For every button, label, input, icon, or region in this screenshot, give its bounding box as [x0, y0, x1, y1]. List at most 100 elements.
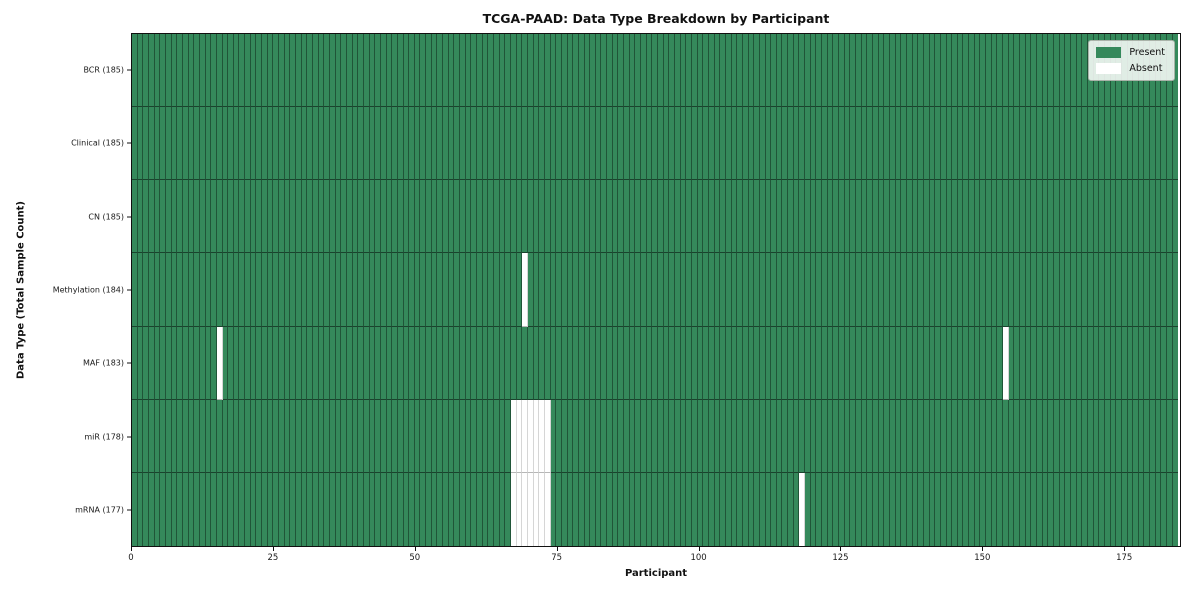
- heatmap-cell: [895, 253, 902, 327]
- heatmap-cell: [165, 180, 172, 254]
- heatmap-cell: [443, 399, 449, 473]
- heatmap-cell: [148, 472, 155, 546]
- heatmap-cell: [1087, 472, 1094, 546]
- heatmap-cell: [499, 326, 506, 400]
- heatmap-cell: [833, 253, 840, 327]
- heatmap-cell: [1053, 326, 1060, 400]
- heatmap-cell: [313, 34, 319, 108]
- heatmap-cell: [1031, 326, 1037, 400]
- heatmap-cell: [567, 326, 574, 400]
- heatmap-cell: [1076, 399, 1083, 473]
- heatmap-cell: [624, 253, 630, 327]
- heatmap-cell: [658, 253, 664, 327]
- heatmap-cell: [839, 253, 845, 327]
- heatmap-cell: [714, 180, 721, 254]
- heatmap-cell: [1172, 180, 1179, 254]
- heatmap-cell: [148, 253, 155, 327]
- heatmap-cell: [1070, 107, 1077, 181]
- heatmap-cell: [341, 107, 347, 181]
- heatmap-cell: [986, 326, 992, 400]
- heatmap-cell: [980, 326, 987, 400]
- heatmap-cell: [872, 472, 879, 546]
- heatmap-cell: [918, 253, 924, 327]
- heatmap-cell: [952, 326, 958, 400]
- heatmap-cell: [250, 107, 257, 181]
- heatmap-cell: [301, 326, 308, 400]
- heatmap-cell: [578, 253, 585, 327]
- heatmap-cell: [1150, 253, 1156, 327]
- heatmap-cell: [245, 34, 251, 108]
- heatmap-cell: [810, 253, 817, 327]
- heatmap-cell: [878, 326, 885, 400]
- heatmap-cell: [929, 326, 936, 400]
- heatmap-cell: [1087, 326, 1094, 400]
- heatmap-cell: [165, 253, 172, 327]
- heatmap-cell: [160, 180, 166, 254]
- heatmap-cell: [652, 399, 659, 473]
- heatmap-cell: [132, 180, 138, 254]
- heatmap-cell: [856, 326, 862, 400]
- heatmap-cell: [409, 107, 415, 181]
- heatmap-cell: [607, 472, 613, 546]
- heatmap-cell: [250, 399, 257, 473]
- heatmap-cell: [697, 34, 704, 108]
- heatmap-cell: [137, 107, 144, 181]
- heatmap-cell: [216, 34, 223, 108]
- heatmap-cell: [199, 180, 206, 254]
- heatmap-cell: [997, 180, 1004, 254]
- heatmap-cell: [703, 34, 709, 108]
- heatmap-cell: [641, 107, 647, 181]
- heatmap-cell: [1138, 107, 1145, 181]
- heatmap-cell: [578, 34, 585, 108]
- heatmap-cell: [1099, 399, 1105, 473]
- heatmap-cell: [267, 399, 274, 473]
- heatmap-cell: [748, 326, 755, 400]
- heatmap-cell: [658, 180, 664, 254]
- heatmap-cell: [397, 253, 404, 327]
- heatmap-cell: [1133, 326, 1139, 400]
- heatmap-cell: [1093, 399, 1100, 473]
- heatmap-cell: [748, 472, 755, 546]
- heatmap-cell: [884, 326, 890, 400]
- heatmap-cell: [952, 472, 958, 546]
- heatmap-cell: [720, 253, 726, 327]
- heatmap-cell: [691, 472, 698, 546]
- heatmap-cell: [358, 326, 364, 400]
- heatmap-cell: [754, 326, 760, 400]
- heatmap-cell: [318, 180, 325, 254]
- heatmap-cell: [805, 107, 811, 181]
- heatmap-cell: [1093, 472, 1100, 546]
- heatmap-cell: [1031, 472, 1037, 546]
- heatmap-cell: [177, 34, 183, 108]
- xtick-label-75: 75: [551, 553, 563, 563]
- heatmap-cell: [1161, 472, 1168, 546]
- heatmap-cell: [1150, 472, 1156, 546]
- heatmap-cell: [409, 34, 415, 108]
- heatmap-cell: [974, 180, 981, 254]
- heatmap-cell: [1048, 399, 1054, 473]
- heatmap-cell: [352, 472, 359, 546]
- heatmap-cell: [759, 326, 766, 400]
- heatmap-cell: [906, 326, 913, 400]
- heatmap-cell: [1138, 472, 1145, 546]
- heatmap-cell: [872, 107, 879, 181]
- heatmap-cell: [686, 253, 692, 327]
- heatmap-cell: [641, 34, 647, 108]
- heatmap-cell: [652, 472, 659, 546]
- heatmap-cell: [369, 253, 376, 327]
- heatmap-cell: [1082, 253, 1088, 327]
- heatmap-cell: [782, 326, 789, 400]
- heatmap-cell: [997, 253, 1004, 327]
- xtick-label-50: 50: [409, 553, 421, 563]
- heatmap-cell: [1037, 326, 1043, 400]
- heatmap-cell: [1003, 34, 1009, 108]
- heatmap-cell: [782, 107, 789, 181]
- heatmap-cell: [1037, 472, 1043, 546]
- heatmap-cell: [392, 326, 398, 400]
- heatmap-cell: [561, 107, 568, 181]
- heatmap-cell: [765, 34, 772, 108]
- heatmap-cell: [380, 399, 387, 473]
- heatmap-cell: [725, 399, 732, 473]
- heatmap-cell: [414, 253, 421, 327]
- heatmap-cell: [816, 34, 823, 108]
